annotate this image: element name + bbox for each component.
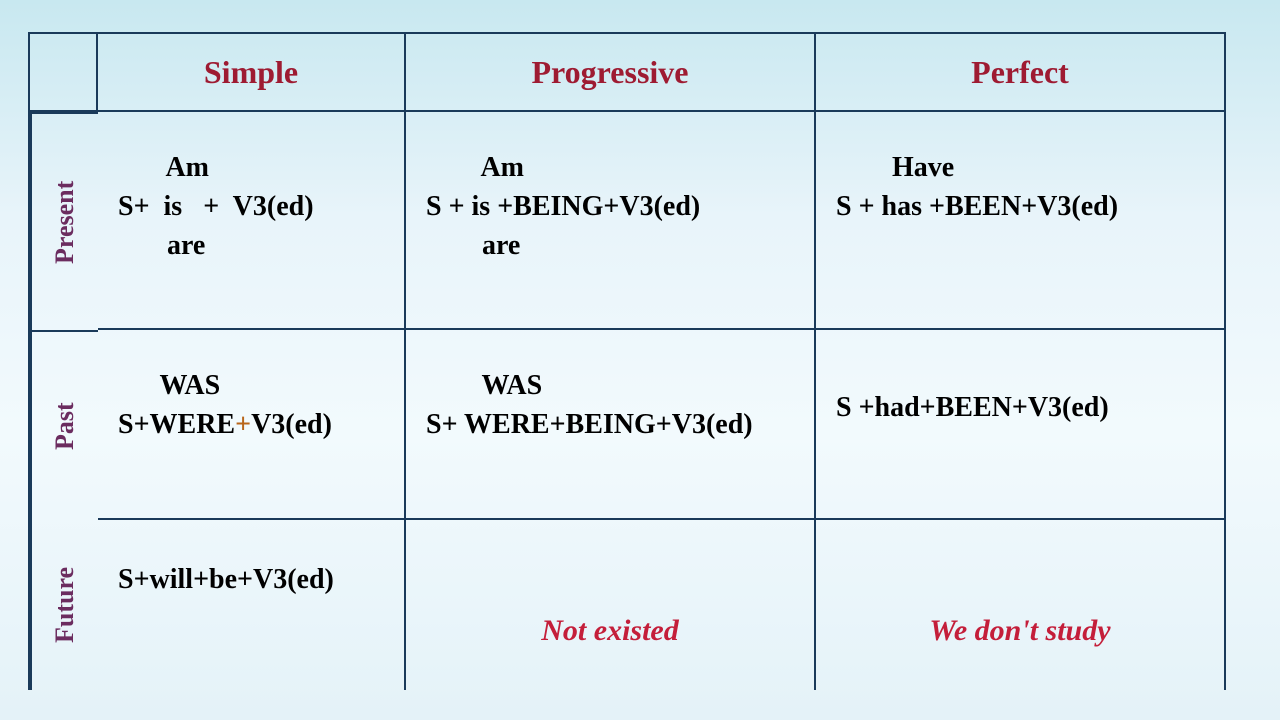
tense-table: Simple Progressive Perfect Present Am S+… [28, 32, 1252, 690]
row-header-future: Future [30, 520, 98, 690]
col-header-perfect: Perfect [816, 32, 1226, 112]
cell-future-simple: S+will+be+V3(ed) [98, 520, 406, 690]
corner-cell [30, 32, 98, 112]
cell-text: Am S + is +BEING+V3(ed) are [420, 122, 700, 266]
row-header-present: Present [30, 112, 98, 330]
col-header-simple: Simple [98, 32, 406, 112]
cell-present-progressive: Am S + is +BEING+V3(ed) are [406, 112, 816, 330]
col-header-progressive: Progressive [406, 32, 816, 112]
cell-past-perfect: S +had+BEEN+V3(ed) [816, 330, 1226, 520]
cell-text: S+will+be+V3(ed) [112, 530, 334, 599]
cell-present-perfect: Have S + has +BEEN+V3(ed) [816, 112, 1226, 330]
cell-text: S +had+BEEN+V3(ed) [830, 340, 1109, 427]
cell-text: Not existed [541, 614, 678, 648]
cell-present-simple: Am S+ is + V3(ed) are [98, 112, 406, 330]
cell-text: Have S + has +BEEN+V3(ed) [830, 122, 1118, 226]
row-header-past: Past [30, 330, 98, 520]
cell-text: WAS S+WERE+V3(ed) [112, 340, 332, 444]
cell-text: We don't study [929, 614, 1110, 648]
cell-future-progressive: Not existed [406, 520, 816, 690]
cell-future-perfect: We don't study [816, 520, 1226, 690]
cell-text: Am S+ is + V3(ed) are [112, 122, 314, 266]
cell-past-simple: WAS S+WERE+V3(ed) [98, 330, 406, 520]
cell-past-progressive: WAS S+ WERE+BEING+V3(ed) [406, 330, 816, 520]
cell-text: WAS S+ WERE+BEING+V3(ed) [420, 340, 753, 444]
